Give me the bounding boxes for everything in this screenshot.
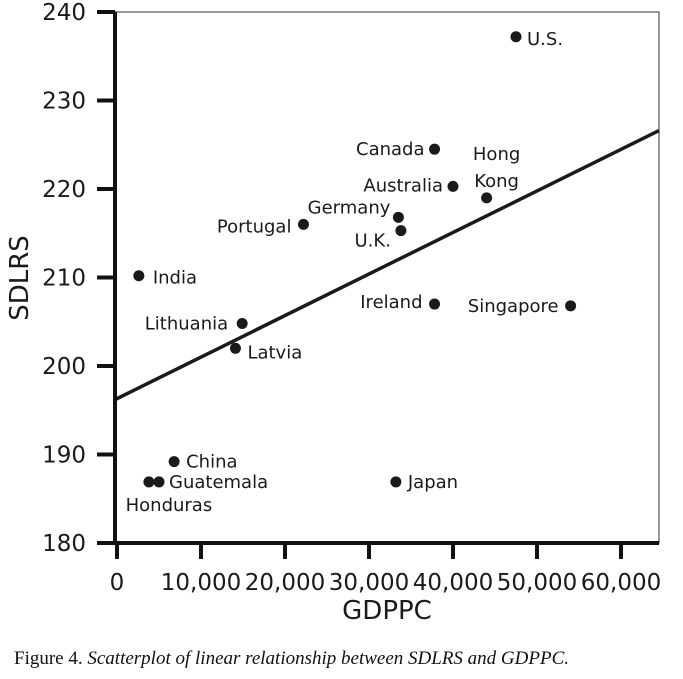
- x-tick-label: 50,000: [497, 570, 577, 596]
- y-tick-label: 180: [42, 531, 86, 557]
- point-label: Hong Kong: [473, 144, 520, 192]
- point-label: Ireland: [360, 292, 422, 313]
- x-tick-label: 20,000: [245, 570, 325, 596]
- x-tick-label: 30,000: [329, 570, 409, 596]
- scatter-chart: 180 190 200 210 220 230 240 0 10,000 20,000 30,000…: [5, 0, 661, 626]
- point-label: Australia: [363, 175, 443, 196]
- data-point: [429, 143, 441, 155]
- data-point: [510, 31, 522, 43]
- data-point: [390, 476, 402, 488]
- y-tick-label: 220: [42, 177, 86, 203]
- x-tick-label: 10,000: [161, 570, 241, 596]
- point-label: Germany: [308, 197, 391, 218]
- point-label: U.S.: [527, 29, 563, 50]
- point-label: India: [153, 268, 197, 289]
- point-label: Canada: [356, 139, 425, 160]
- x-tick-label: 60,000: [581, 570, 661, 596]
- data-point: [229, 342, 241, 354]
- point-label: U.K.: [354, 231, 390, 252]
- y-axis-title: SDLRS: [5, 235, 35, 321]
- y-tick-label: 240: [42, 0, 86, 26]
- x-tick-label: 40,000: [413, 570, 493, 596]
- y-tick-label: 230: [42, 89, 86, 115]
- figure-caption: Figure 4. Scatterplot of linear relation…: [14, 648, 679, 670]
- data-point: [153, 476, 165, 488]
- y-tick-label: 210: [42, 266, 86, 292]
- data-point: [133, 270, 145, 282]
- x-tick-label: 0: [110, 570, 125, 596]
- data-point: [143, 476, 155, 488]
- data-point: [481, 192, 493, 204]
- caption-figure-number: Figure 4.: [14, 648, 83, 669]
- y-tick-label: 200: [42, 354, 86, 380]
- point-label: Honduras: [126, 495, 213, 516]
- data-point: [395, 225, 407, 237]
- x-axis-title: GDPPC: [342, 596, 432, 626]
- data-point: [447, 180, 459, 192]
- plot-area: [114, 11, 660, 544]
- point-label: Guatemala: [169, 472, 268, 493]
- data-point: [297, 218, 309, 230]
- data-point: [236, 318, 248, 330]
- point-label: Latvia: [247, 342, 302, 363]
- fit-line: [114, 129, 660, 402]
- data-point: [429, 298, 441, 310]
- caption-text: Scatterplot of linear relationship betwe…: [87, 648, 570, 669]
- point-label: Lithuania: [145, 314, 228, 335]
- data-point: [565, 300, 577, 312]
- point-label: Japan: [407, 472, 458, 493]
- data-point: [168, 456, 180, 468]
- point-label: Singapore: [468, 296, 559, 317]
- data-point: [392, 211, 404, 223]
- y-tick-label: 190: [42, 443, 86, 469]
- point-label: Portugal: [217, 216, 292, 237]
- point-label: China: [186, 452, 237, 473]
